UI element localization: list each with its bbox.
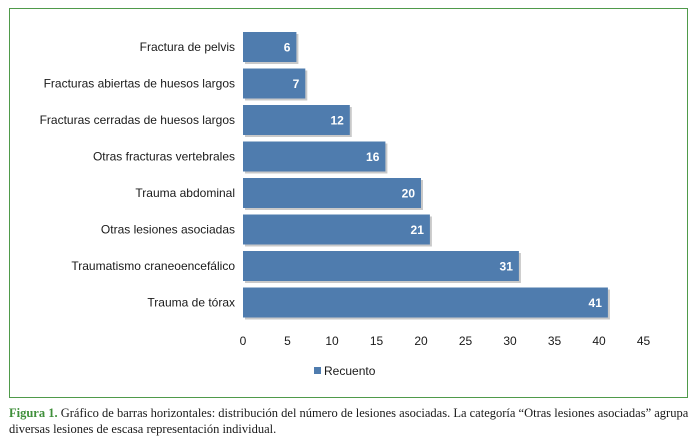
bar <box>243 105 350 135</box>
x-tick-label: 45 <box>637 334 651 348</box>
category-label: Trauma de tórax <box>147 296 235 310</box>
bar-chart: Fractura de pelvis Fracturas abiertas de … <box>40 32 651 378</box>
figure-caption: Figura 1. Gráfico de barras horizontales… <box>9 405 689 437</box>
data-label: 7 <box>293 77 300 91</box>
bar <box>243 178 421 208</box>
x-tick-label: 10 <box>325 334 339 348</box>
data-label: 6 <box>284 41 291 55</box>
chart-frame: Fractura de pelvis Fracturas abiertas de … <box>9 8 688 398</box>
data-label: 31 <box>500 260 514 274</box>
bar <box>243 251 519 281</box>
caption-text: Gráfico de barras horizontales: distribu… <box>9 406 689 436</box>
x-tick-label: 20 <box>414 334 428 348</box>
category-label: Traumatismo craneoencefálico <box>71 259 235 273</box>
x-tick-label: 30 <box>503 334 517 348</box>
data-label: 20 <box>402 187 416 201</box>
bar <box>243 141 386 172</box>
x-axis-ticks: 0 5 10 15 20 25 30 35 40 45 <box>240 334 651 348</box>
x-tick-label: 5 <box>284 334 291 348</box>
legend-label: Recuento <box>324 364 376 378</box>
category-labels: Fractura de pelvis Fracturas abiertas de … <box>40 40 236 310</box>
x-tick-label: 40 <box>592 334 606 348</box>
x-tick-label: 35 <box>548 334 562 348</box>
category-label: Fractura de pelvis <box>140 40 235 54</box>
x-tick-label: 0 <box>240 334 247 348</box>
bar <box>243 287 608 318</box>
category-label: Otras lesiones asociadas <box>101 223 235 237</box>
bar <box>243 68 306 99</box>
data-label: 21 <box>411 223 425 237</box>
legend-swatch <box>314 367 321 374</box>
category-label: Trauma abdominal <box>135 186 235 200</box>
value-labels: 6 7 12 16 20 21 31 41 <box>284 41 603 311</box>
category-label: Fracturas cerradas de huesos largos <box>40 113 235 127</box>
data-label: 12 <box>330 114 344 128</box>
caption-figure-label: Figura 1. <box>9 406 58 420</box>
bar <box>243 32 297 62</box>
bars-group <box>243 32 610 320</box>
bar <box>243 214 430 245</box>
data-label: 41 <box>589 296 603 310</box>
category-label: Fracturas abiertas de huesos largos <box>44 77 235 91</box>
category-label: Otras fracturas vertebrales <box>93 150 235 164</box>
data-label: 16 <box>366 150 380 164</box>
legend: Recuento <box>314 364 376 378</box>
x-tick-label: 25 <box>459 334 473 348</box>
x-tick-label: 15 <box>370 334 384 348</box>
